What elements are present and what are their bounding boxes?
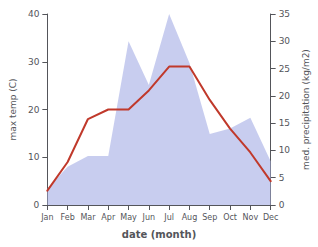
svg-text:15: 15 — [279, 118, 290, 128]
svg-text:date (month): date (month) — [122, 229, 196, 240]
svg-text:20: 20 — [279, 91, 291, 101]
svg-text:10: 10 — [28, 152, 40, 162]
svg-text:Oct: Oct — [223, 213, 237, 222]
svg-text:Mar: Mar — [80, 213, 96, 222]
svg-text:Feb: Feb — [61, 213, 75, 222]
svg-text:Dec: Dec — [263, 213, 278, 222]
svg-text:5: 5 — [279, 173, 285, 183]
svg-text:10: 10 — [279, 145, 291, 155]
svg-text:Jan: Jan — [40, 213, 53, 222]
svg-text:30: 30 — [28, 57, 40, 67]
svg-text:35: 35 — [279, 9, 290, 19]
svg-text:Jul: Jul — [163, 213, 174, 222]
svg-text:Nov: Nov — [243, 213, 259, 222]
svg-text:Apr: Apr — [101, 213, 116, 222]
svg-text:20: 20 — [28, 105, 40, 115]
svg-text:May: May — [120, 213, 137, 222]
svg-text:0: 0 — [34, 200, 40, 210]
svg-text:30: 30 — [279, 36, 291, 46]
svg-text:0: 0 — [279, 200, 285, 210]
svg-text:40: 40 — [28, 9, 40, 19]
svg-text:max temp (C): max temp (C) — [8, 78, 18, 140]
svg-text:Sep: Sep — [202, 213, 217, 222]
svg-text:med. precipitation (kg/m2): med. precipitation (kg/m2) — [301, 49, 311, 170]
svg-text:25: 25 — [279, 64, 290, 74]
svg-text:Aug: Aug — [182, 213, 198, 222]
svg-text:Jun: Jun — [142, 213, 156, 222]
